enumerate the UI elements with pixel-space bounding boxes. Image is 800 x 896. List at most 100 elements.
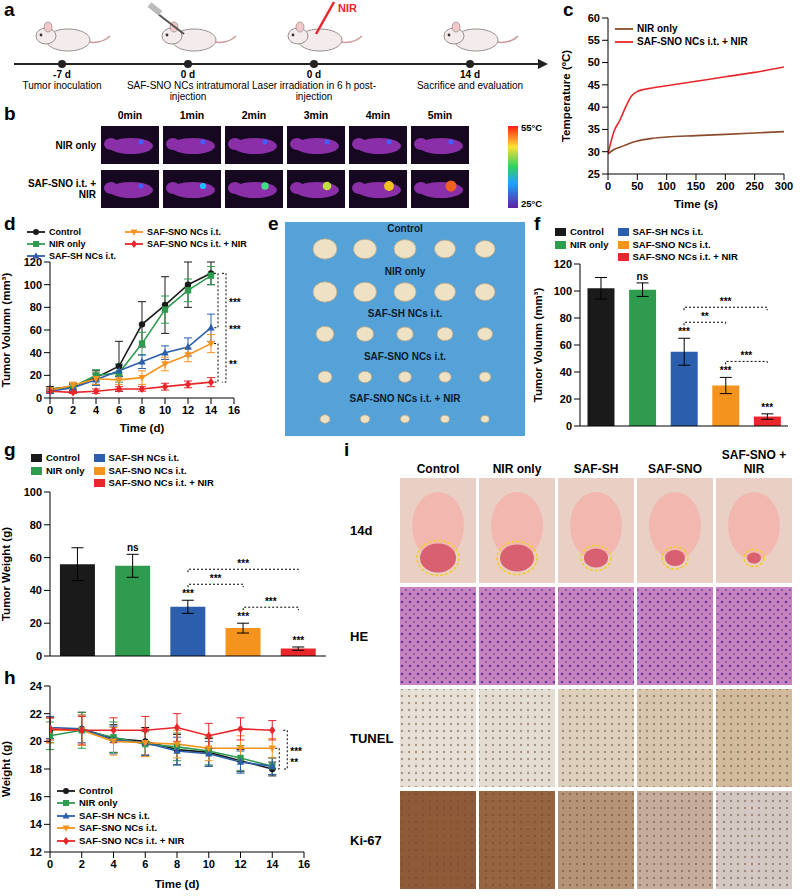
svg-text:***: *** <box>182 588 194 599</box>
svg-text:***: *** <box>265 596 277 607</box>
html-text:14d: 14d <box>350 523 373 538</box>
svg-text:150: 150 <box>687 180 705 192</box>
svg-text:16: 16 <box>228 404 240 416</box>
svg-text:***: *** <box>290 746 302 757</box>
svg-text:20: 20 <box>560 393 572 405</box>
svg-text:120: 120 <box>24 256 42 268</box>
svg-text:0: 0 <box>47 404 53 416</box>
svg-text:200: 200 <box>716 180 734 192</box>
svg-text:Tumor Volumn (mm³): Tumor Volumn (mm³) <box>532 288 544 403</box>
svg-text:100: 100 <box>657 180 675 192</box>
svg-text:8: 8 <box>139 404 145 416</box>
svg-text:***: *** <box>237 558 249 569</box>
svg-text:100: 100 <box>554 285 572 297</box>
svg-text:***: *** <box>720 365 732 376</box>
svg-text:4: 4 <box>110 858 117 870</box>
svg-text:Weight (g): Weight (g) <box>0 741 12 797</box>
svg-text:10: 10 <box>159 404 171 416</box>
svg-text:2: 2 <box>70 404 76 416</box>
svg-text:6: 6 <box>116 404 122 416</box>
svg-text:12: 12 <box>30 846 42 858</box>
svg-text:***: *** <box>678 326 690 337</box>
svg-text:16: 16 <box>298 858 310 870</box>
svg-text:Tumor Volumn (mm³): Tumor Volumn (mm³) <box>0 273 12 388</box>
svg-text:0: 0 <box>605 180 611 192</box>
svg-text:40: 40 <box>30 347 42 359</box>
html-text:SAF-SH: SAF-SH <box>573 462 619 476</box>
svg-text:6: 6 <box>142 858 148 870</box>
svg-text:10: 10 <box>203 858 215 870</box>
html-text:HE: HE <box>350 628 369 644</box>
svg-text:40: 40 <box>30 584 42 596</box>
svg-text:***: *** <box>229 324 241 335</box>
html-text:TUNEL: TUNEL <box>350 730 394 746</box>
svg-text:8: 8 <box>174 858 180 870</box>
svg-text:0: 0 <box>36 650 42 662</box>
svg-text:18: 18 <box>30 763 42 775</box>
svg-text:Time (d): Time (d) <box>155 878 200 890</box>
svg-text:22: 22 <box>30 708 42 720</box>
svg-text:***: *** <box>741 350 753 361</box>
svg-text:35: 35 <box>588 123 600 135</box>
svg-text:50: 50 <box>631 180 643 192</box>
svg-text:0: 0 <box>47 858 53 870</box>
svg-text:80: 80 <box>560 312 572 324</box>
svg-text:60: 60 <box>588 12 600 24</box>
svg-text:120: 120 <box>554 258 572 270</box>
svg-text:14: 14 <box>205 404 218 416</box>
svg-text:100: 100 <box>24 279 42 291</box>
svg-text:12: 12 <box>234 858 246 870</box>
svg-text:***: *** <box>237 611 249 622</box>
svg-text:25: 25 <box>588 168 600 180</box>
svg-text:Time (d): Time (d) <box>120 422 165 434</box>
html-text:SAF-SNO: SAF-SNO <box>648 462 702 476</box>
svg-text:***: *** <box>720 296 732 307</box>
svg-text:40: 40 <box>588 101 600 113</box>
svg-text:Temperature (ºC): Temperature (ºC) <box>560 50 572 142</box>
svg-text:0: 0 <box>566 420 572 432</box>
svg-text:80: 80 <box>30 519 42 531</box>
svg-text:50: 50 <box>588 56 600 68</box>
svg-text:**: ** <box>229 359 237 370</box>
html-text:NIR only: NIR only <box>492 462 542 476</box>
svg-text:4: 4 <box>93 404 100 416</box>
svg-text:14: 14 <box>30 818 43 830</box>
svg-text:55: 55 <box>588 34 600 46</box>
svg-text:2: 2 <box>79 858 85 870</box>
svg-text:60: 60 <box>30 324 42 336</box>
svg-text:NIR: NIR <box>338 2 357 14</box>
svg-text:250: 250 <box>745 180 763 192</box>
svg-text:Tumor Weight (g): Tumor Weight (g) <box>0 527 12 621</box>
html-text:SAF-SNO + NIR: SAF-SNO + NIR <box>721 448 787 476</box>
svg-text:40: 40 <box>560 366 572 378</box>
svg-text:***: *** <box>210 573 222 584</box>
svg-text:14: 14 <box>266 858 279 870</box>
svg-text:20: 20 <box>30 617 42 629</box>
svg-text:20: 20 <box>30 735 42 747</box>
svg-text:***: *** <box>293 635 305 646</box>
svg-text:ns: ns <box>127 542 139 553</box>
html-text:Control: Control <box>416 462 460 476</box>
svg-text:30: 30 <box>588 146 600 158</box>
svg-text:60: 60 <box>560 339 572 351</box>
svg-text:0: 0 <box>36 392 42 404</box>
svg-text:Time (s): Time (s) <box>674 198 718 210</box>
html-text:SAF-SNO i.t. + NIR: SAF-SNO i.t. + NIR <box>27 178 96 200</box>
svg-text:**: ** <box>701 311 709 322</box>
svg-text:16: 16 <box>30 791 42 803</box>
html-text:Laser irradiation in 6 h post-: Laser irradiation in 6 h post-injection <box>252 80 376 102</box>
svg-text:ns: ns <box>637 271 649 282</box>
svg-text:20: 20 <box>30 369 42 381</box>
svg-text:300: 300 <box>775 180 793 192</box>
svg-text:100: 100 <box>24 486 42 498</box>
html-text:SAF-SNO NCs intratumoral injec: SAF-SNO NCs intratumoral injection <box>126 80 250 102</box>
html-text:Ki-67: Ki-67 <box>350 832 382 848</box>
svg-text:12: 12 <box>182 404 194 416</box>
svg-text:***: *** <box>761 402 773 413</box>
svg-text:80: 80 <box>30 301 42 313</box>
svg-text:***: *** <box>229 297 241 308</box>
svg-text:24: 24 <box>30 680 43 692</box>
svg-text:**: ** <box>290 757 298 768</box>
svg-text:60: 60 <box>30 552 42 564</box>
svg-text:45: 45 <box>588 79 600 91</box>
